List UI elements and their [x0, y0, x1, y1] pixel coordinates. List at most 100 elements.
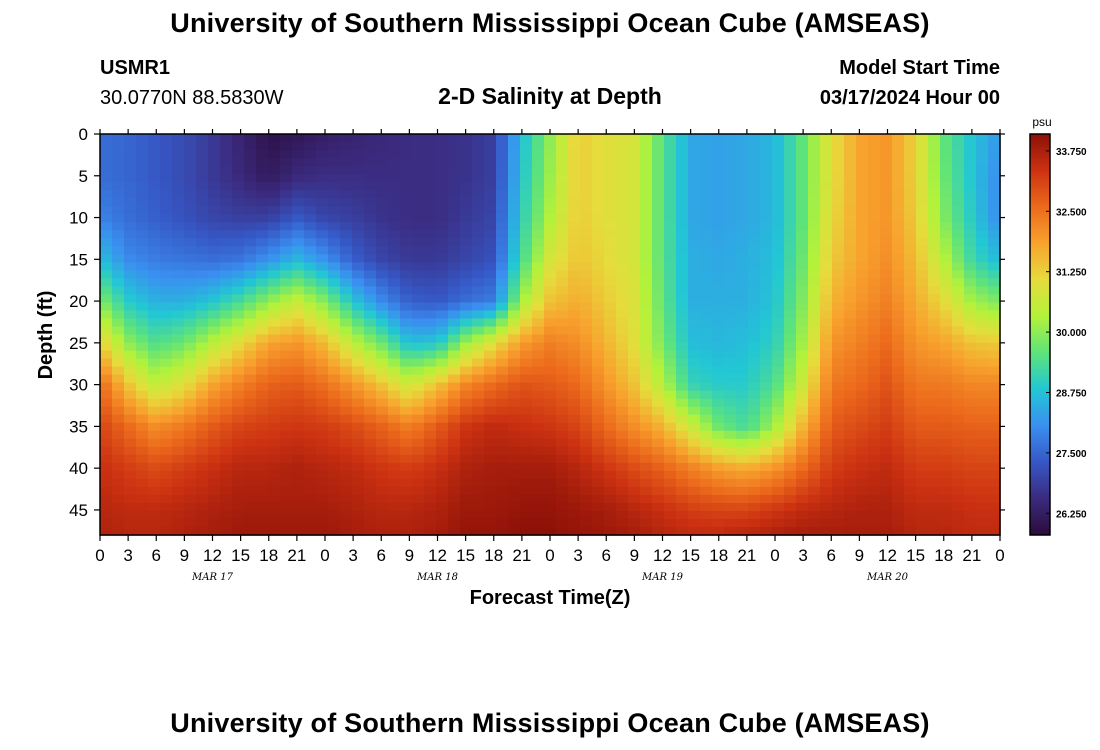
heatmap-cell — [496, 390, 509, 400]
heatmap-cell — [520, 494, 533, 504]
heatmap-cell — [460, 526, 473, 536]
heatmap-cell — [976, 446, 989, 456]
heatmap-cell — [424, 486, 437, 496]
heatmap-cell — [724, 382, 737, 392]
heatmap-cell — [580, 430, 593, 440]
heatmap-cell — [544, 486, 557, 496]
heatmap-cell — [856, 166, 869, 175]
heatmap-cell — [904, 222, 917, 231]
heatmap-cell — [928, 238, 941, 247]
heatmap-cell — [232, 358, 245, 368]
heatmap-cell — [352, 526, 365, 536]
heatmap-cell — [856, 350, 869, 360]
heatmap-cell — [124, 462, 137, 472]
heatmap-cell — [688, 374, 701, 384]
heatmap-cell — [928, 342, 941, 352]
heatmap-cell — [316, 422, 329, 432]
heatmap-cell — [268, 438, 281, 448]
heatmap-cell — [160, 398, 173, 408]
heatmap-cell — [556, 494, 569, 504]
heatmap-cell — [340, 310, 353, 320]
x-tick-label: 0 — [545, 546, 554, 565]
heatmap-cell — [604, 310, 617, 320]
heatmap-cell — [916, 262, 929, 272]
heatmap-cell — [400, 350, 413, 360]
heatmap-cell — [868, 390, 881, 400]
heatmap-cell — [580, 302, 593, 312]
heatmap-cell — [148, 494, 161, 504]
heatmap-cell — [700, 222, 713, 231]
heatmap-cell — [424, 150, 437, 159]
heatmap-cell — [388, 214, 401, 223]
heatmap-cell — [832, 462, 845, 472]
heatmap-cell — [784, 494, 797, 504]
heatmap-cell — [940, 254, 953, 264]
heatmap-cell — [460, 278, 473, 288]
heatmap-cell — [712, 486, 725, 496]
heatmap-cell — [592, 270, 605, 280]
heatmap-cell — [544, 238, 557, 247]
heatmap-cell — [616, 142, 629, 151]
heatmap-cell — [340, 398, 353, 408]
heatmap-cell — [136, 182, 149, 191]
heatmap-cell — [292, 494, 305, 504]
heatmap-cell — [100, 294, 113, 304]
heatmap-cell — [412, 526, 425, 536]
heatmap-cell — [520, 254, 533, 264]
heatmap-cell — [760, 294, 773, 304]
heatmap-cell — [784, 358, 797, 368]
heatmap-cell — [304, 278, 317, 288]
heatmap-cell — [544, 278, 557, 288]
heatmap-cell — [544, 414, 557, 424]
heatmap-cell — [160, 158, 173, 167]
heatmap-cell — [976, 150, 989, 159]
heatmap-cell — [376, 430, 389, 440]
heatmap-cell — [304, 326, 317, 336]
heatmap-cell — [928, 454, 941, 464]
heatmap-cell — [748, 134, 761, 143]
heatmap-cell — [376, 190, 389, 199]
heatmap-cell — [664, 182, 677, 191]
heatmap-cell — [808, 142, 821, 151]
heatmap-cell — [232, 238, 245, 247]
heatmap-cell — [508, 350, 521, 360]
heatmap-cell — [856, 142, 869, 151]
heatmap-cell — [964, 262, 977, 272]
heatmap-cell — [748, 470, 761, 480]
heatmap-cell — [952, 422, 965, 432]
heatmap-cell — [364, 238, 377, 247]
heatmap-cell — [136, 278, 149, 288]
heatmap-cell — [532, 182, 545, 191]
heatmap-cell — [172, 422, 185, 432]
heatmap-cell — [436, 494, 449, 504]
heatmap-cell — [352, 430, 365, 440]
heatmap-cell — [304, 398, 317, 408]
heatmap-cell — [520, 510, 533, 520]
heatmap-cell — [988, 350, 1001, 360]
heatmap-cell — [628, 326, 641, 336]
heatmap-cell — [352, 278, 365, 288]
heatmap-cell — [100, 166, 113, 175]
heatmap-cell — [952, 270, 965, 280]
heatmap-cell — [976, 358, 989, 368]
heatmap-cell — [256, 230, 269, 239]
heatmap-cell — [940, 294, 953, 304]
heatmap-cell — [700, 254, 713, 264]
heatmap-cell — [484, 270, 497, 280]
heatmap-cell — [964, 270, 977, 280]
heatmap-cell — [352, 142, 365, 151]
heatmap-cell — [844, 502, 857, 512]
heatmap-cell — [652, 390, 665, 400]
heatmap-cell — [160, 142, 173, 151]
heatmap-cell — [100, 438, 113, 448]
heatmap-cell — [100, 286, 113, 296]
heatmap-cell — [784, 366, 797, 376]
heatmap-cell — [712, 398, 725, 408]
heatmap-cell — [580, 174, 593, 183]
heatmap-cell — [268, 470, 281, 480]
heatmap-cell — [976, 318, 989, 328]
heatmap-cell — [496, 430, 509, 440]
heatmap-cell — [256, 166, 269, 175]
heatmap-cell — [952, 310, 965, 320]
heatmap-cell — [628, 478, 641, 488]
